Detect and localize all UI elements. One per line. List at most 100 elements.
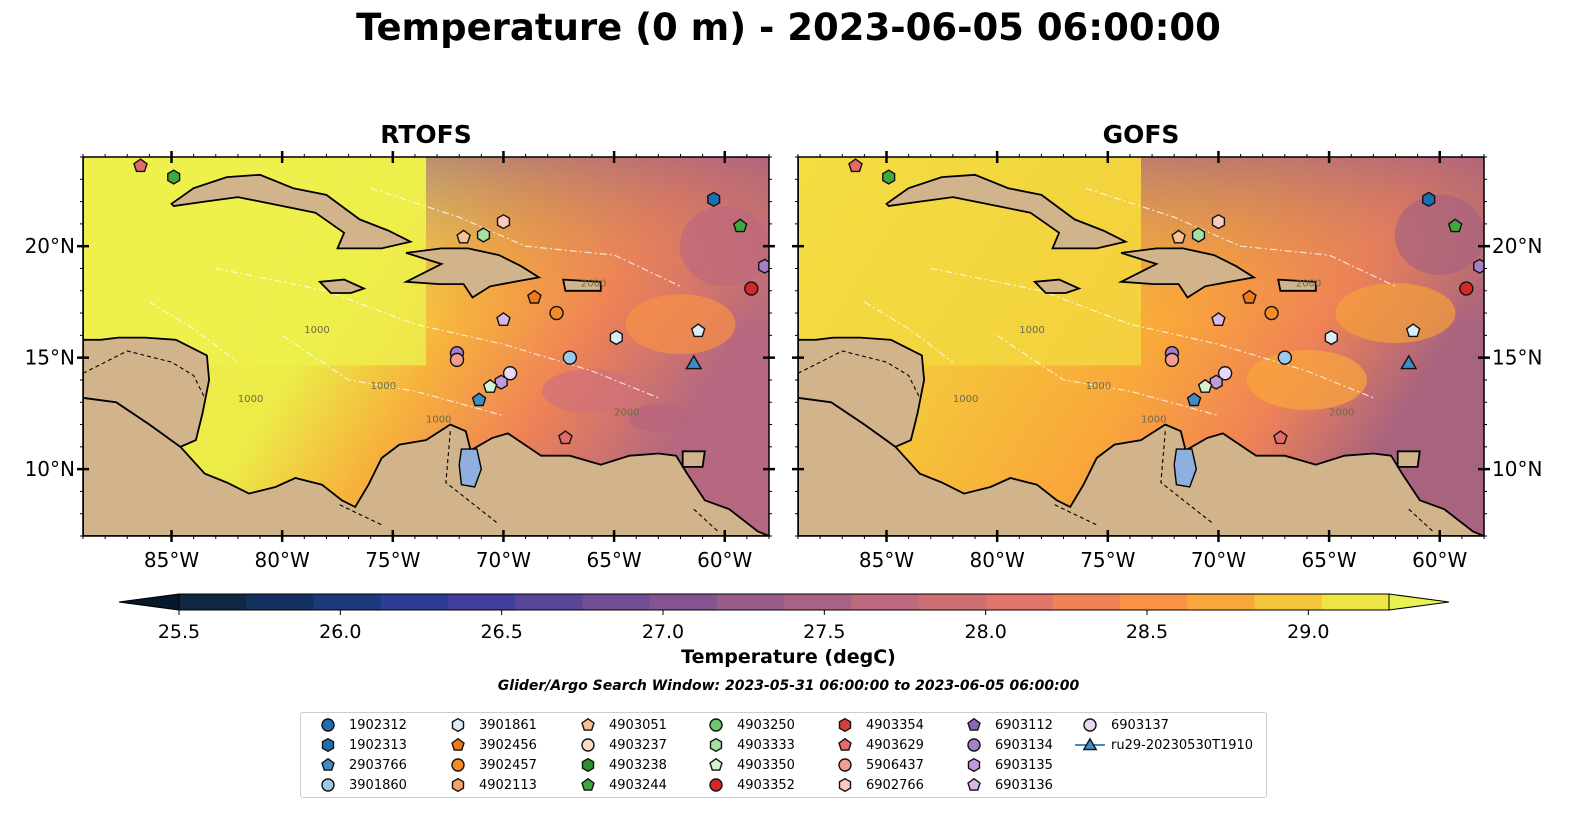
land-mass [170,173,414,250]
x-tick-label: 80°W [970,548,1025,572]
bathymetry-contour-label: 1000 [1086,381,1111,392]
colorbar-bin [716,594,785,610]
land-mass [1396,450,1421,468]
x-tick-label: 85°W [859,548,914,572]
y-tick-label: 20°N [25,234,75,258]
colorbar-tick-label: 25.5 [158,621,200,643]
float-marker [562,350,578,365]
legend: 1902312 1902313 2903766 3901860 3901861 39024… [300,712,1267,798]
hexagon-marker-icon [321,737,335,753]
colorbar-bin [851,594,920,610]
legend-item: 1902312 [311,716,407,734]
float-marker [1277,350,1293,365]
legend-label: 1902312 [349,717,407,733]
bathymetry-contour-label: 2000 [581,278,606,289]
float-marker [1400,354,1418,370]
float-marker [1209,374,1223,390]
float-marker [1242,289,1257,304]
y-tick-label: 10°N [25,457,75,481]
pentagon-marker-icon [581,717,595,731]
colorbar-tick-label: 28.5 [1126,621,1168,643]
hexagon-marker-icon [838,777,852,793]
colorbar-tick-label: 26.0 [319,621,361,643]
legend-label: 2903766 [349,757,407,773]
legend-item: 6903136 [957,776,1053,794]
float-marker [1217,366,1233,381]
float-marker [456,229,471,244]
legend-label: 4903333 [737,737,795,753]
legend-item: 4902113 [441,776,537,794]
colorbar-bin [649,594,718,610]
y-tick-label: 10°N [1492,457,1542,481]
legend-item: 6903135 [957,756,1053,774]
colorbar-bin [1321,594,1390,610]
y-tick-label: 15°N [1492,346,1542,370]
x-tick-label: 70°W [476,548,531,572]
land-mass [1032,278,1082,294]
land-mass [798,157,926,536]
land-mass [1277,278,1317,292]
legend-item: ru29-20230530T1910 [1073,736,1253,754]
float-marker [1324,329,1338,346]
land-mass [681,450,706,468]
hexagon-marker-icon [451,777,465,793]
colorbar-label: Temperature (degC) [681,646,896,668]
legend-item: 5906437 [828,756,924,774]
colorbar-bin [918,594,987,610]
pentagon-marker-icon [581,777,595,791]
legend-label: 3901860 [349,777,407,793]
map-frame [82,156,770,537]
float-marker [1191,227,1206,243]
gofs-panel-title: GOFS [1102,120,1180,149]
land-mass [1117,247,1257,299]
float-marker [527,289,542,304]
float-marker [609,329,623,346]
legend-label: 6903134 [995,737,1053,753]
legend-item: 4903354 [828,716,924,734]
float-marker [685,354,703,370]
legend-item: 4903350 [699,756,795,774]
x-tick-label: 85°W [144,548,199,572]
colorbar-bin [582,594,651,610]
bathymetry-contour-label: 1000 [1019,325,1044,336]
pentagon-marker-icon [967,777,981,791]
legend-label: 4903352 [737,777,795,793]
float-marker [744,281,759,296]
float-marker [848,158,863,173]
circle-marker-icon [967,738,981,752]
legend-item: 6903134 [957,736,1053,754]
legend-label: 6903112 [995,717,1053,733]
float-marker [1459,281,1474,296]
float-marker [449,352,465,368]
rtofs-panel-title: RTOFS [380,120,472,149]
circle-marker-icon [1083,718,1097,732]
bathymetry-contour-label: 1000 [371,381,396,392]
circle-marker-icon [581,738,595,752]
legend-label: 6903137 [1111,717,1169,733]
colorbar-tick-label: 29.0 [1287,621,1329,643]
circle-marker-icon [838,758,852,772]
float-marker [1211,312,1226,326]
legend-item: 3902457 [441,756,537,774]
float-marker [1164,352,1180,368]
colorbar-bin [313,594,382,610]
legend-item: 6902766 [828,776,924,794]
legend-item: 4903352 [699,776,795,794]
legend-label: ru29-20230530T1910 [1111,737,1254,753]
bathymetry-contour-label: 1000 [426,414,451,425]
land-mass [402,247,542,299]
x-tick-label: 75°W [1080,548,1135,572]
legend-label: 4903238 [609,757,667,773]
bathymetry-contour-label: 1000 [304,325,329,336]
colorbar-bin [985,594,1054,610]
x-tick-label: 60°W [697,548,752,572]
bathymetry-contour-label: 1000 [238,394,263,405]
land-mass [83,157,211,536]
float-marker [1264,305,1279,321]
legend-item: 4903237 [571,736,667,754]
float-marker [167,169,181,185]
float-marker [1422,191,1436,208]
colorbar-extend-under [118,593,180,611]
pentagon-marker-icon [451,737,465,751]
